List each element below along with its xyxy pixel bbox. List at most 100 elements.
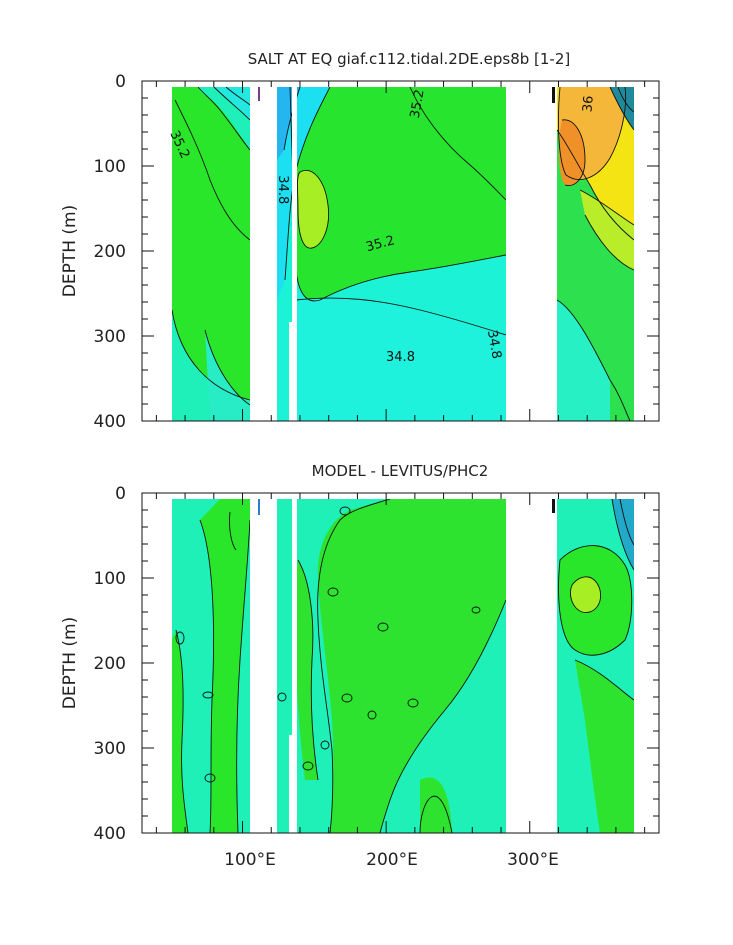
diff-contour-loop [175, 631, 185, 645]
diff-x-tick-labels: 100°E 200°E 300°E [224, 850, 559, 870]
salt-contour-line [556, 299, 631, 421]
diff-contour-line [570, 576, 601, 613]
diff-contour-loop [202, 691, 214, 699]
diff-contour-line [317, 498, 391, 833]
diff-y-tick-label: 300 [94, 739, 126, 759]
diff-contour-loop [320, 740, 330, 750]
salt-contour-line [558, 86, 627, 180]
salt-contour-field [142, 81, 659, 421]
salt-y-tick-label: 0 [115, 72, 126, 92]
diff-y-axis-label: DEPTH (m) [60, 617, 80, 709]
diff-contour-loop [471, 606, 481, 614]
contour-label: 35.2 [408, 88, 428, 119]
salt-land-gap [289, 322, 292, 421]
salt-y-tick-label: 100 [94, 157, 126, 177]
salt-contour-line [174, 99, 251, 241]
diff-contour-loop [204, 773, 216, 783]
diff-contour-field [142, 493, 659, 867]
salt-land-gap [506, 81, 557, 421]
salt-west-lens-2 [214, 87, 250, 120]
diff-land-gap [250, 493, 277, 833]
diff-contour-line [199, 519, 215, 833]
diff-west-green-2 [172, 630, 188, 833]
diff-land-gap [506, 493, 557, 833]
salt-contour-line [409, 86, 507, 201]
salt-atl-core [558, 119, 585, 186]
salt-contour-line [561, 119, 586, 186]
diff-atl-green-lower [575, 660, 634, 833]
diff-contour-loop [327, 587, 339, 597]
salt-contour-line [283, 86, 301, 151]
salt-contour-line [225, 86, 251, 106]
salt-contour-line [609, 86, 635, 131]
salt-y-axis-label: DEPTH (m) [60, 205, 80, 297]
diff-contour-loop [407, 698, 419, 708]
salt-land-gap [292, 81, 297, 421]
diff-contour-line [229, 511, 237, 551]
salt-contour-line [617, 86, 635, 113]
diff-surface-spike [258, 499, 260, 515]
salt-panel: SALT AT EQ giaf.c112.tidal.2DE.eps8b [1-… [60, 50, 660, 432]
diff-contour-loop [302, 761, 314, 771]
diff-contour-lines [175, 498, 635, 867]
salt-panel-title: SALT AT EQ giaf.c112.tidal.2DE.eps8b [1-… [248, 50, 571, 68]
diff-y-tick-label: 200 [94, 654, 126, 674]
salt-central-fresh-surface [277, 87, 330, 300]
contour-label: 36 [580, 95, 596, 113]
diff-contour-line [558, 545, 633, 656]
diff-surface-spike [552, 499, 555, 513]
salt-contour-line [213, 86, 251, 121]
salt-y-tick-labels: 0 100 200 300 400 [94, 72, 126, 432]
diff-contour-line [297, 559, 319, 781]
diff-contour-loop [377, 622, 389, 632]
salt-y-tick-label: 400 [94, 412, 126, 432]
diff-land-gap [292, 493, 297, 833]
salt-axis-ticks [142, 80, 659, 422]
diff-contour-line [379, 599, 507, 833]
salt-central-green-tongue [290, 87, 506, 301]
salt-contour-line [171, 309, 251, 401]
diff-contour-line [611, 498, 635, 571]
salt-y-tick-label: 300 [94, 327, 126, 347]
diff-central-green-2 [295, 560, 318, 780]
diff-panel: MODEL - LEVITUS/PHC2 [60, 462, 660, 870]
contour-label: 34.8 [386, 350, 415, 365]
salt-land-gap [142, 81, 659, 87]
diff-land-gap [289, 735, 292, 833]
diff-land-gap [142, 493, 659, 499]
salt-central-core [297, 170, 329, 249]
diff-y-tick-label: 400 [94, 824, 126, 844]
salt-contour-line [297, 169, 330, 249]
diff-west-green-1 [200, 499, 250, 833]
salt-surface-spike [258, 87, 260, 101]
diff-contour-loop [367, 710, 377, 720]
salt-west-deep-2 [205, 330, 250, 421]
diff-contour-line [419, 795, 453, 833]
diff-y-tick-label: 100 [94, 569, 126, 589]
diff-panel-title: MODEL - LEVITUS/PHC2 [312, 462, 489, 480]
diff-central-green [317, 499, 506, 833]
salt-central-fresh-core [277, 87, 300, 160]
salt-central-lower [296, 298, 506, 421]
contour-label: 34.8 [484, 329, 504, 360]
diff-y-tick-labels: 0 100 200 300 400 [94, 484, 126, 844]
diff-contour-line [619, 498, 635, 546]
salt-atl-lime [580, 190, 634, 270]
diff-contour-line [574, 659, 635, 701]
diff-contour-loop [216, 861, 224, 867]
diff-x-tick-label: 200°E [366, 850, 418, 870]
contour-label: 35.2 [364, 233, 396, 255]
diff-x-tick-label: 300°E [507, 850, 559, 870]
salt-contour-line [584, 214, 635, 271]
salt-contour-line [204, 329, 251, 406]
diff-contour-line [236, 519, 251, 833]
diff-contour-loop [341, 693, 353, 703]
contour-label: 34.8 [275, 175, 290, 204]
salt-contour-line [295, 297, 507, 336]
diff-atl-lime [570, 576, 601, 613]
diff-axis-ticks [142, 492, 659, 834]
diff-central-lower [420, 777, 452, 833]
salt-contour-lines [171, 86, 635, 421]
salt-y-tick-label: 200 [94, 242, 126, 262]
